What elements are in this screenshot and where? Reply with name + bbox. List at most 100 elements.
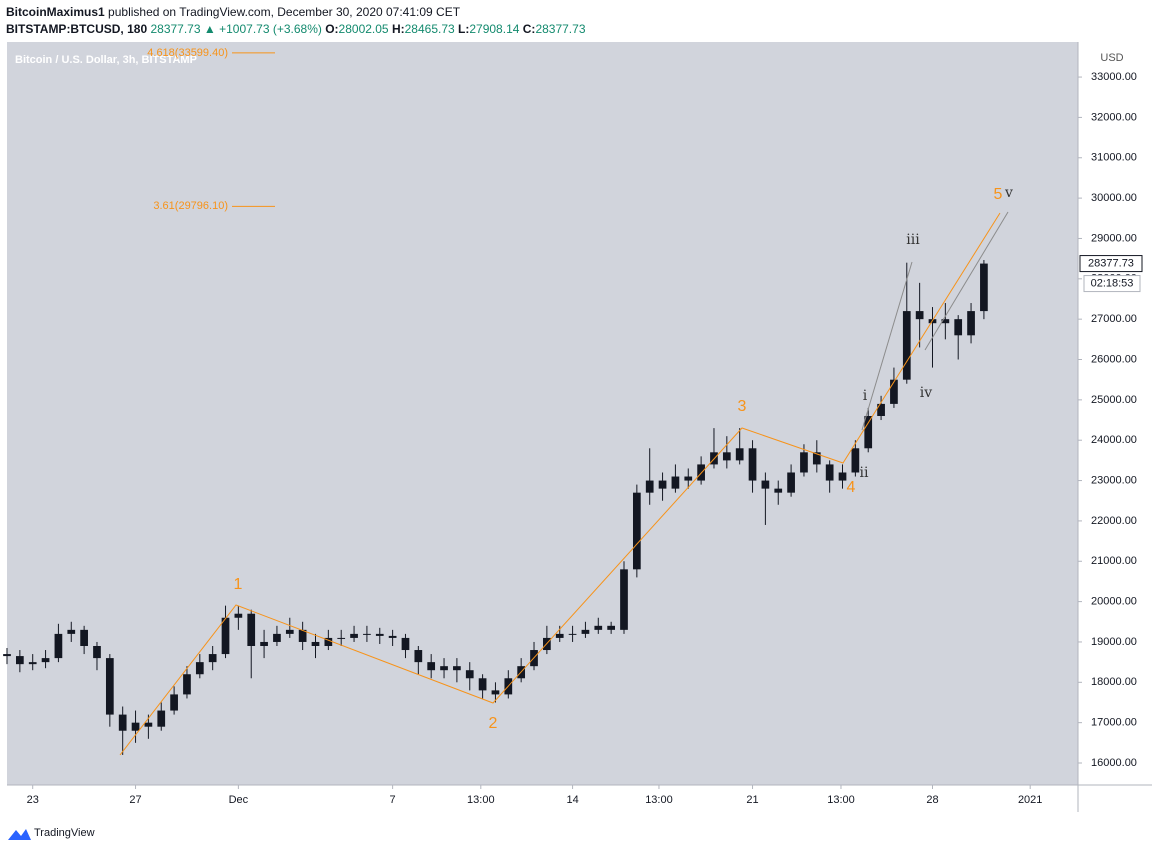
candle-body	[478, 678, 487, 691]
fib-label: 4.618(33599.40)	[147, 47, 228, 59]
published: published on TradingView.com, December 3…	[108, 5, 461, 19]
y-tick-label: 33000.00	[1091, 71, 1137, 83]
wave-line	[119, 212, 1001, 756]
y-tick-label: 16000.00	[1091, 757, 1137, 769]
candle-body	[941, 319, 950, 324]
candle-body	[118, 714, 127, 731]
wave-label: 2	[489, 715, 498, 732]
candle-body	[67, 629, 76, 634]
candle-body	[453, 666, 461, 671]
candle-body	[761, 480, 770, 489]
candle-body	[864, 416, 873, 449]
subwave-label: iii	[906, 232, 920, 248]
c-label: C:	[522, 22, 536, 36]
candle-body	[671, 476, 680, 489]
candle-body	[722, 452, 731, 461]
candle-body	[890, 379, 898, 404]
candle-body	[54, 633, 63, 659]
candle-body	[980, 263, 988, 312]
candle-body	[825, 464, 834, 481]
x-tick-label: 21	[746, 794, 758, 806]
candle-body	[800, 452, 808, 473]
arrow: ▲	[203, 22, 216, 36]
candle-body	[15, 656, 24, 665]
y-tick-label: 27000.00	[1091, 313, 1137, 325]
candle-body	[491, 690, 500, 695]
x-tick-label: 7	[390, 794, 396, 806]
c: 28377.73	[535, 22, 586, 36]
wave-label: 4	[847, 479, 856, 496]
y-axis-label: USD	[1100, 52, 1123, 64]
y-tick-label: 29000.00	[1091, 232, 1137, 244]
candle-body	[363, 633, 371, 635]
candle-body	[324, 637, 333, 646]
candle-body	[221, 617, 230, 655]
y-tick-label: 22000.00	[1091, 515, 1137, 527]
x-tick-label: 2021	[1018, 794, 1042, 806]
subwave-label: i	[863, 388, 868, 404]
y-tick-label: 32000.00	[1091, 111, 1137, 123]
candle-body	[645, 480, 654, 493]
candle-body	[234, 613, 243, 618]
candle-body	[684, 476, 693, 481]
o: 28002.05	[338, 22, 389, 36]
candle-body	[195, 662, 204, 675]
candle-body	[735, 448, 744, 461]
chart-title: Bitcoin / U.S. Dollar, 3h, BITSTAMP	[15, 54, 197, 66]
candle-body	[877, 403, 885, 417]
header-line-1: BitcoinMaximus1 published on TradingView…	[6, 4, 586, 21]
wave-label: 3	[738, 398, 747, 415]
candle-body	[247, 613, 256, 646]
plot-background	[7, 42, 1078, 785]
candle-body	[388, 635, 397, 638]
candle-body	[131, 722, 140, 731]
subwave-line	[924, 211, 1009, 351]
candle-body	[414, 650, 423, 663]
author: BitcoinMaximus1	[6, 5, 105, 19]
brand: TradingView	[34, 827, 95, 839]
y-tick-label: 25000.00	[1091, 394, 1137, 406]
price-label: 28377.73	[1088, 257, 1134, 269]
candle-body	[105, 658, 114, 715]
x-tick-label: 13:00	[645, 794, 673, 806]
candle-body	[208, 654, 217, 663]
x-tick-label: Dec	[229, 794, 249, 806]
candle-body	[41, 658, 50, 663]
y-tick-label: 23000.00	[1091, 474, 1137, 486]
price-box	[1079, 255, 1143, 273]
candle-body	[350, 633, 358, 638]
candle-body	[851, 448, 860, 473]
x-tick-label: 14	[566, 794, 578, 806]
header: BitcoinMaximus1 published on TradingView…	[6, 4, 586, 38]
candle-body	[260, 641, 268, 646]
candle-body	[555, 633, 564, 638]
h-label: H:	[391, 22, 405, 36]
l: 27908.14	[469, 22, 520, 36]
subwave-label: ii	[860, 465, 869, 481]
o-label: O:	[325, 22, 339, 36]
x-tick-label: 27	[129, 794, 141, 806]
x-tick-label: 23	[27, 794, 39, 806]
last: 28377.73	[150, 22, 201, 36]
candle-body	[632, 492, 641, 570]
y-tick-label: 26000.00	[1091, 353, 1137, 365]
change: +1007.73 (+3.68%)	[219, 22, 322, 36]
candle-body	[607, 625, 615, 630]
y-tick-label: 31000.00	[1091, 152, 1137, 164]
wave-label: 1	[234, 576, 243, 593]
candle-body	[3, 654, 11, 657]
candle-body	[620, 569, 628, 630]
header-line-2: BITSTAMP:BTCUSD, 180 28377.73 ▲ +1007.73…	[6, 21, 586, 38]
candle-body	[658, 480, 667, 489]
candle-body	[594, 625, 603, 630]
candle-body	[157, 710, 166, 727]
l-label: L:	[458, 22, 470, 36]
candle-body	[465, 670, 474, 679]
symbol: BITSTAMP:BTCUSD, 180	[6, 22, 148, 36]
candle-body	[375, 633, 384, 636]
candle-body	[80, 629, 88, 646]
countdown: 02:18:53	[1091, 277, 1134, 289]
wave-label: 5	[994, 186, 1003, 203]
candle-body	[311, 641, 320, 646]
